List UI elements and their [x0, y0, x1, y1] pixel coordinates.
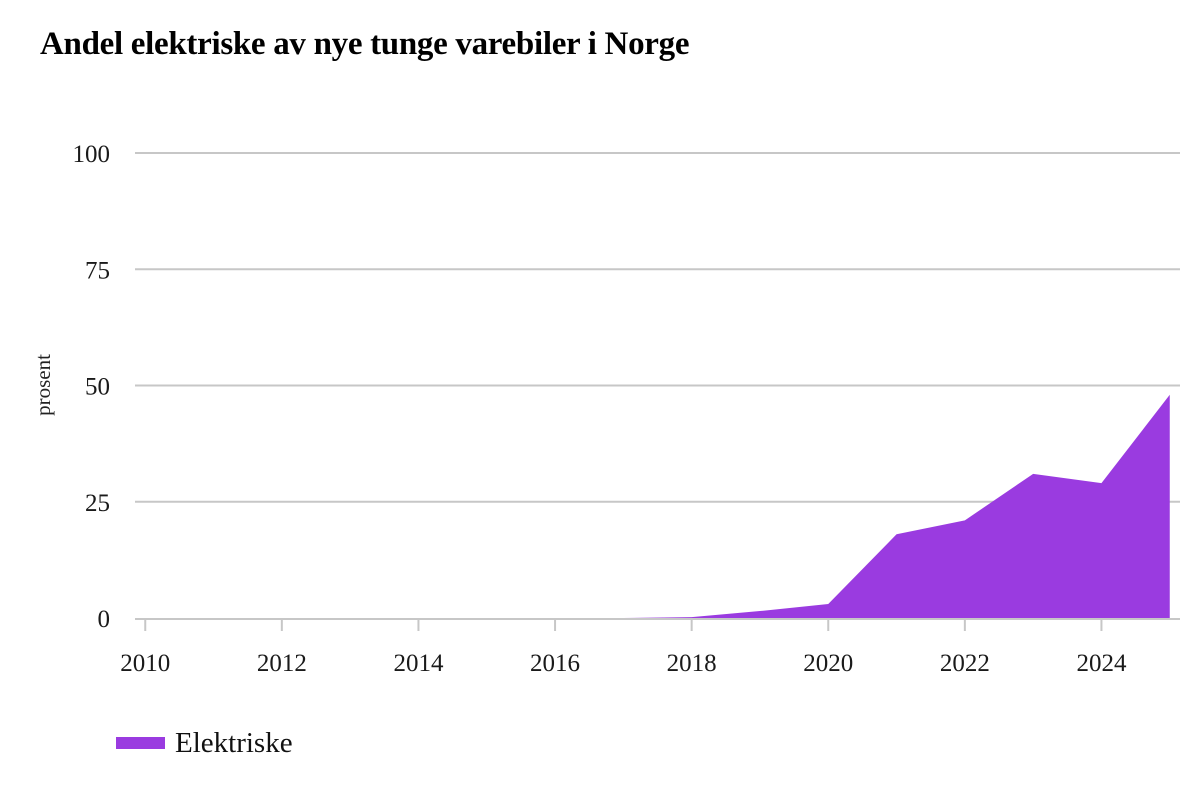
chart-title: Andel elektriske av nye tunge varebiler … [40, 26, 690, 62]
area-series-elektriske [145, 394, 1170, 618]
x-tick-label-2024: 2024 [1076, 650, 1127, 677]
x-tick-label-2012: 2012 [257, 650, 307, 677]
x-tick-label-2022: 2022 [940, 650, 990, 677]
x-tick-label-2020: 2020 [803, 650, 853, 677]
x-tick-label-2018: 2018 [667, 650, 717, 677]
legend-label: Elektriske [175, 727, 293, 759]
legend-item-elektriske[interactable]: Elektriske [116, 726, 293, 760]
x-tick-label-2016: 2016 [530, 650, 580, 677]
y-tick-label-75: 75 [85, 257, 110, 284]
y-tick-label-0: 0 [98, 606, 111, 633]
y-tick-label-100: 100 [73, 141, 111, 168]
x-tick-label-2010: 2010 [120, 650, 170, 677]
y-tick-label-25: 25 [85, 490, 110, 517]
legend-swatch-icon [116, 737, 165, 749]
x-tick-label-2014: 2014 [393, 650, 444, 677]
y-tick-label-50: 50 [85, 374, 110, 401]
